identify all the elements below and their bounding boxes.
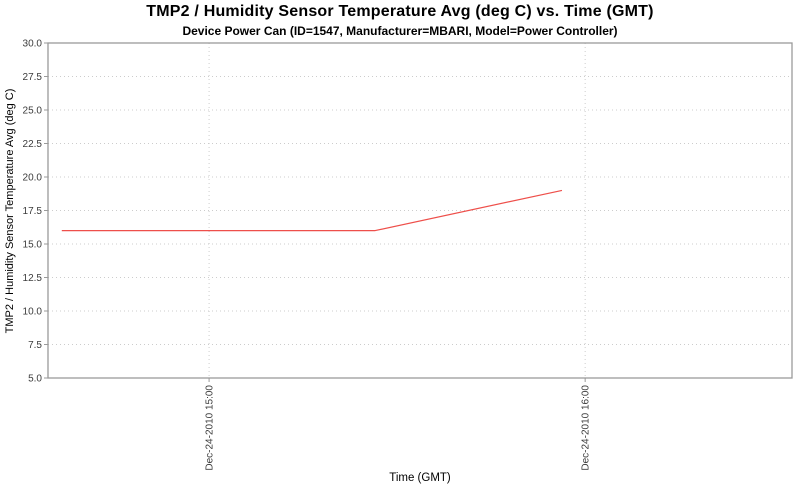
plot-outline — [47, 42, 793, 379]
y-tick-label: 20.0 — [23, 173, 43, 184]
x-axis-label: Time (GMT) — [389, 472, 451, 484]
y-tick-label: 30.0 — [23, 39, 43, 50]
y-tick-label: 22.5 — [23, 139, 43, 150]
y-tick-label: 27.5 — [23, 72, 43, 83]
y-axis-label: TMP2 / Humidity Sensor Temperature Avg (… — [4, 88, 16, 334]
y-tick-label: 25.0 — [23, 106, 43, 117]
chart-title: TMP2 / Humidity Sensor Temperature Avg (… — [146, 3, 654, 20]
series-line — [61, 189, 563, 232]
y-tick-label: 10.0 — [23, 307, 43, 318]
y-tick-label: 5.0 — [28, 374, 42, 385]
y-tick-label: 15.0 — [23, 240, 43, 251]
x-tick-label: Dec-24-2010 15:00 — [205, 385, 216, 471]
y-tick-label: 17.5 — [23, 206, 43, 217]
chart-subtitle: Device Power Can (ID=1547, Manufacturer=… — [182, 24, 618, 38]
y-tick-label: 7.5 — [28, 340, 42, 351]
x-tick-label: Dec-24-2010 16:00 — [581, 385, 592, 471]
y-tick-label: 12.5 — [23, 273, 43, 284]
